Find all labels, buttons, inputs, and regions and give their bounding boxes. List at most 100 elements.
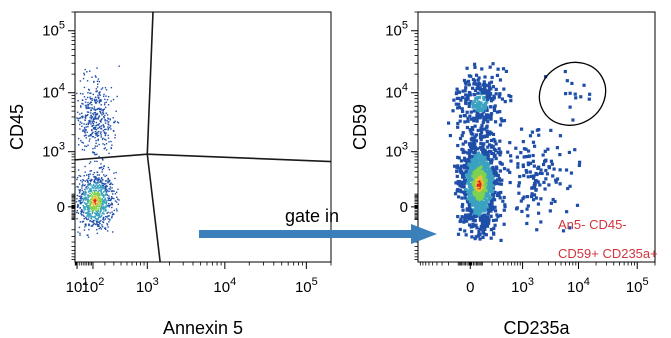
event-point [104,189,106,192]
event-point [503,100,507,104]
event-point [470,146,475,150]
event-point [94,177,96,179]
event-point [91,211,94,214]
event-point [477,109,481,113]
event-point [481,88,485,92]
event-point [90,198,92,200]
event-point [485,164,489,168]
event-point [78,117,81,120]
x-tick-label: 105 [295,276,318,296]
event-point [104,205,107,207]
event-point [112,193,114,195]
event-point [492,181,496,185]
event-point [478,132,483,137]
event-point [456,125,460,129]
event-point [467,223,472,227]
event-point [92,113,94,115]
event-point [494,87,498,92]
event-point [97,181,99,184]
event-point [470,167,474,171]
event-point [104,106,107,109]
event-point [87,106,89,108]
event-point [493,139,497,143]
event-point [103,93,105,96]
event-point [93,190,96,192]
event-point [493,120,498,124]
event-point [106,230,109,232]
event-point [99,205,101,207]
event-point [472,161,477,165]
event-point [99,166,101,169]
event-point [114,200,117,202]
event-point [100,134,102,136]
event-point [532,164,536,168]
event-point [80,115,83,118]
event-point [107,166,110,169]
event-point [476,169,480,173]
event-point [101,177,103,179]
event-point [544,168,548,173]
event-point [88,184,90,186]
event-point [565,79,569,83]
event-point [96,193,98,196]
event-point [94,101,97,104]
event-point [485,224,490,228]
event-point [89,92,91,94]
event-point [98,227,100,230]
event-point [80,105,82,107]
event-point [480,145,485,149]
y-tick-label: 105 [385,20,408,40]
event-point [108,204,111,207]
event-point [502,119,507,123]
event-point [574,96,578,100]
event-point [483,213,487,217]
event-point [80,202,82,204]
event-point [81,102,83,105]
event-point [109,118,111,120]
event-point [93,222,95,225]
event-point [92,187,94,190]
arrow-shaft [199,230,413,238]
event-point [482,206,486,211]
event-point [82,221,84,223]
event-point [98,206,100,208]
event-point [77,137,80,140]
event-point [479,165,483,169]
event-point [543,187,547,191]
event-point [568,91,572,95]
event-point [468,167,472,171]
event-point [464,86,468,90]
event-point [102,129,105,132]
event-point [474,73,479,77]
event-point [486,192,490,196]
gate-label-line-2: CD59+ CD235a+ [558,246,658,261]
event-point [97,178,100,181]
event-point [90,180,92,183]
event-point [115,208,118,210]
event-point [88,223,90,225]
event-point [489,80,494,84]
event-point [552,167,556,171]
event-point [101,114,103,116]
event-point [483,158,487,162]
event-point [474,96,478,101]
event-point [471,218,475,222]
event-point [111,203,113,205]
event-point [81,122,83,124]
event-point [83,86,86,89]
event-point [97,224,100,226]
event-point [98,92,100,94]
event-point [486,150,490,155]
event-point [494,142,498,146]
event-point [469,214,473,218]
y-tick-label: 105 [42,20,65,40]
event-point [508,141,512,145]
event-point [104,228,107,231]
event-point [94,200,96,202]
event-point [91,199,93,201]
event-point [470,163,475,167]
event-point [481,166,485,171]
event-point [112,130,115,132]
event-point [471,86,475,90]
event-point [533,181,537,186]
